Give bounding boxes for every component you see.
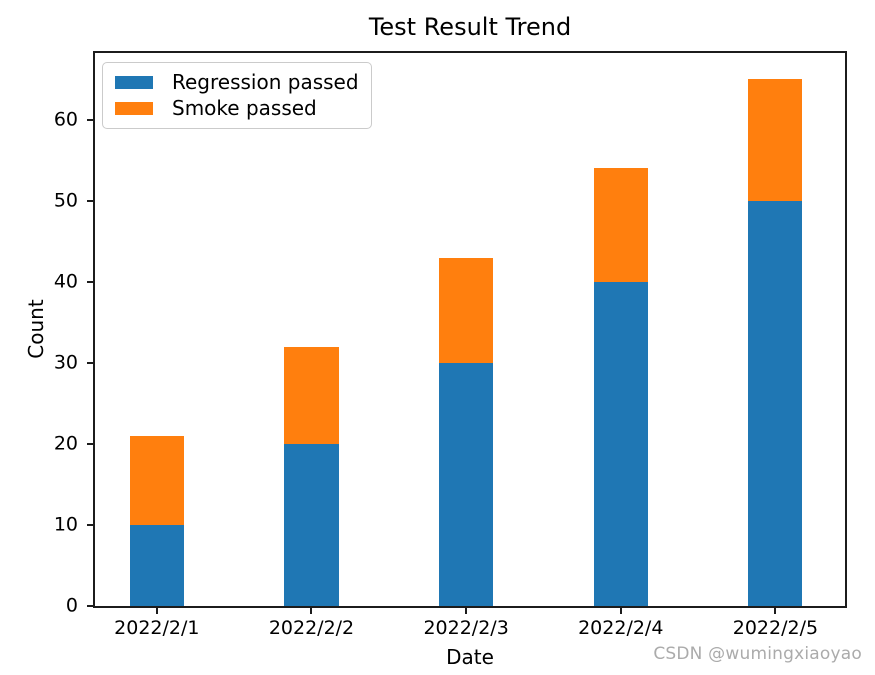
y-tick-label: 20 bbox=[53, 432, 78, 455]
legend-item-series1: Smoke passed bbox=[103, 95, 371, 121]
legend: Regression passed Smoke passed bbox=[102, 62, 372, 129]
bar-segment-series1-cat3 bbox=[593, 168, 648, 282]
legend-swatch-icon bbox=[115, 75, 153, 89]
x-tick-mark bbox=[310, 608, 313, 614]
y-tick-mark bbox=[87, 280, 93, 283]
x-axis-ticks: 2022/2/1 2022/2/2 2022/2/3 2022/2/4 2022/2/5 bbox=[95, 608, 845, 653]
bar-segment-series0-cat4 bbox=[748, 200, 803, 606]
x-tick-label: 2022/2/3 bbox=[423, 617, 509, 639]
y-tick-mark bbox=[87, 361, 93, 364]
bar-segment-series1-cat1 bbox=[284, 346, 339, 444]
bar-segment-series0-cat1 bbox=[284, 443, 339, 606]
legend-item-series0: Regression passed bbox=[103, 69, 371, 95]
x-axis-label: Date bbox=[446, 645, 494, 669]
y-tick-label: 10 bbox=[53, 513, 78, 536]
y-tick-mark bbox=[87, 442, 93, 445]
x-tick-label: 2022/2/4 bbox=[578, 617, 664, 639]
y-tick-label: 40 bbox=[53, 270, 78, 293]
y-tick-label: 50 bbox=[53, 189, 78, 212]
y-tick-mark bbox=[87, 605, 93, 607]
bar-segment-series0-cat0 bbox=[129, 524, 184, 606]
legend-label: Regression passed bbox=[172, 70, 359, 94]
bars-layer bbox=[95, 53, 845, 606]
y-tick-label: 60 bbox=[53, 108, 78, 131]
legend-label: Smoke passed bbox=[172, 96, 317, 120]
x-tick-label: 2022/2/1 bbox=[114, 617, 200, 639]
bar-segment-series0-cat3 bbox=[593, 281, 648, 606]
x-tick-mark bbox=[465, 608, 468, 614]
x-tick-mark bbox=[619, 608, 622, 614]
x-tick-label: 2022/2/5 bbox=[732, 617, 819, 639]
y-axis-ticks: 0 10 20 30 40 50 60 bbox=[0, 53, 93, 615]
legend-swatch-icon bbox=[115, 101, 153, 115]
bar-segment-series1-cat0 bbox=[129, 435, 184, 525]
chart-title: Test Result Trend bbox=[368, 13, 572, 41]
x-tick-mark bbox=[774, 608, 777, 614]
x-tick-label: 2022/2/2 bbox=[268, 617, 355, 639]
bar-segment-series1-cat2 bbox=[439, 257, 494, 363]
plot-area: Regression passed Smoke passed bbox=[93, 51, 847, 608]
watermark: CSDN @wumingxiaoyao bbox=[653, 644, 862, 664]
y-tick-mark bbox=[87, 118, 93, 121]
bar-segment-series1-cat4 bbox=[748, 79, 803, 201]
y-tick-label: 0 bbox=[65, 594, 78, 617]
bar-segment-series0-cat2 bbox=[439, 362, 494, 606]
y-tick-mark bbox=[87, 199, 93, 202]
y-tick-label: 30 bbox=[53, 351, 78, 374]
x-tick-mark bbox=[155, 608, 158, 614]
y-tick-mark bbox=[87, 523, 93, 526]
